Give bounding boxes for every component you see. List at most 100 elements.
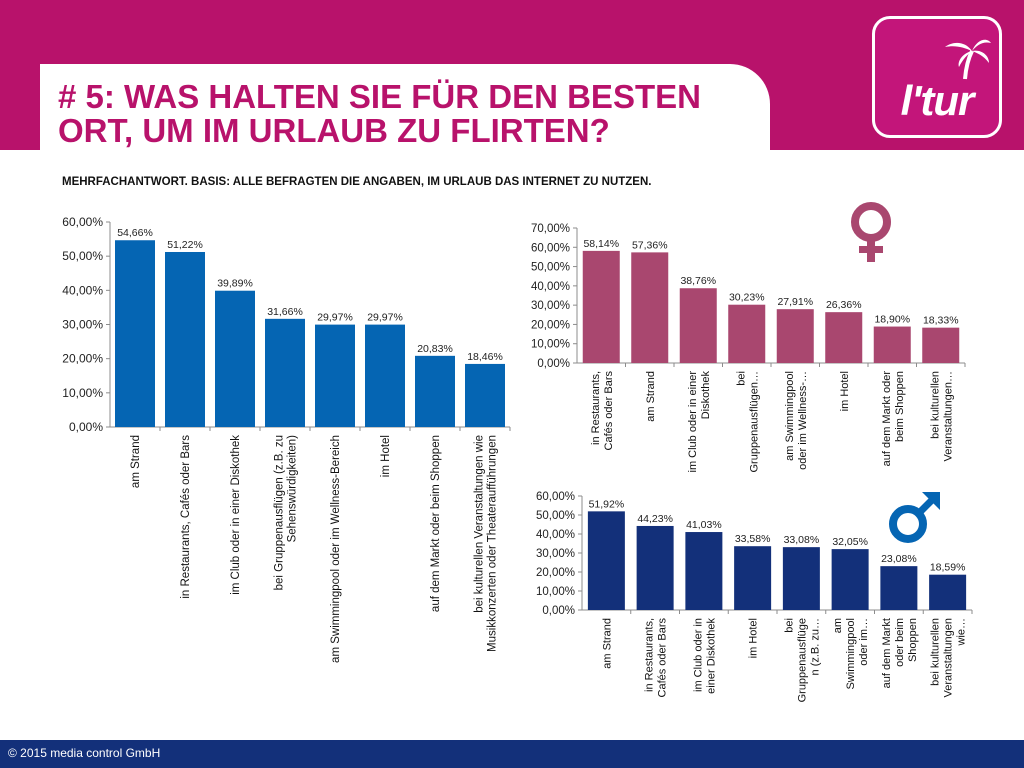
x-tick-label: im Club oder in einer Diskothek: [230, 435, 242, 595]
x-tick-label-group: am Strand: [130, 435, 142, 488]
chart-total: 0,00% 10,00% 20,00% 30,00% 40,00% 50,00% 60,00…: [62, 215, 511, 663]
x-tick-label: Gruppenausflügen…: [748, 371, 760, 473]
x-tick-label: Cafés oder Bars: [603, 371, 615, 451]
x-tick-label: bei kulturellen: [929, 371, 941, 439]
page-title: # 5: WAS HALTEN SIE FÜR DEN BESTEN ORT, …: [58, 80, 758, 148]
x-tick-label: am: [832, 618, 844, 633]
bar: [873, 326, 911, 363]
bar: [929, 574, 967, 610]
y-tick-label: 30,00%: [62, 318, 103, 332]
data-label: 27,91%: [777, 296, 813, 308]
y-tick-label: 30,00%: [531, 300, 570, 312]
x-tick-label-group: im Hotel: [380, 435, 392, 477]
bar: [265, 318, 305, 427]
x-tick-label: bei: [783, 618, 795, 633]
bar: [825, 312, 863, 363]
bar: [728, 304, 766, 363]
x-tick-label-group: auf dem Markt oder beim Shoppen: [881, 371, 906, 467]
x-tick-label-group: am Swimmingpool oder im…: [832, 618, 870, 690]
bar: [587, 511, 625, 610]
y-tick-label: 0,00%: [537, 358, 570, 370]
x-tick-label-group: bei Gruppenausflüge n (z.B. zu…: [783, 618, 821, 702]
x-tick-label-group: bei kulturellen Veranstaltungen…: [929, 371, 954, 462]
bar: [165, 251, 205, 427]
bar: [465, 363, 505, 427]
data-label: 18,59%: [930, 562, 966, 574]
x-tick-label: oder im Wellness-…: [797, 371, 809, 470]
x-tick-label: Sehenswürdigkeiten): [287, 435, 299, 543]
y-tick-label: 20,00%: [531, 319, 570, 331]
palm-tree-icon: [945, 39, 991, 80]
y-tick-label: 60,00%: [531, 242, 570, 254]
y-tick-label: 40,00%: [531, 281, 570, 293]
x-tick-label-group: am Swimmingpool oder im Wellness-Bereich: [330, 435, 342, 663]
x-tick-label: n (z.B. zu…: [809, 618, 821, 675]
bar: [776, 309, 814, 363]
x-tick-label: Diskothek: [700, 371, 712, 420]
data-label: 33,58%: [735, 533, 771, 545]
logo-text: l'tur: [900, 77, 975, 124]
x-tick-label: bei kulturellen: [930, 618, 942, 686]
bar: [215, 290, 255, 427]
data-label: 18,33%: [923, 315, 959, 327]
x-tick-label: oder beim: [894, 618, 906, 667]
x-tick-label-group: in Restaurants, Cafés oder Bars: [180, 435, 192, 599]
y-tick-label: 10,00%: [62, 386, 103, 400]
x-tick-label: am Strand: [601, 618, 613, 669]
y-tick-label: 20,00%: [536, 567, 575, 579]
x-tick-label: Veranstaltungen: [943, 618, 955, 698]
data-label: 44,23%: [637, 513, 673, 525]
data-label: 23,08%: [881, 553, 917, 565]
y-tick-label: 50,00%: [62, 249, 103, 263]
data-label: 20,83%: [417, 343, 453, 355]
y-tick-label: 0,00%: [69, 420, 103, 434]
data-label: 26,36%: [826, 299, 862, 311]
title-line-2: ORT, UM IM URLAUB ZU FLIRTEN?: [58, 112, 610, 149]
x-tick-label: beim Shoppen: [894, 371, 906, 442]
bar: [831, 549, 869, 610]
data-label: 30,23%: [729, 292, 765, 304]
x-tick-label-group: im Hotel: [748, 618, 760, 658]
bar: [679, 288, 717, 363]
x-tick-label-group: am Swimmingpool oder im Wellness-…: [784, 371, 809, 470]
y-tick-label: 50,00%: [531, 262, 570, 274]
y-tick-label: 10,00%: [536, 586, 575, 598]
title-card: [40, 64, 770, 154]
x-tick-label: auf dem Markt: [881, 618, 893, 688]
bar: [315, 324, 355, 427]
y-tick-label: 10,00%: [531, 339, 570, 351]
data-label: 54,66%: [117, 227, 153, 239]
x-tick-label: bei Gruppenausflügen (z.B. zu: [274, 435, 286, 590]
bar: [685, 532, 723, 610]
subtitle: MEHRFACHANTWORT. BASIS: ALLE BEFRAGTEN D…: [62, 176, 652, 188]
x-tick-label: im Club oder in einer: [687, 371, 699, 473]
x-tick-label: auf dem Markt oder: [881, 371, 893, 467]
x-tick-label-group: im Hotel: [839, 371, 851, 411]
x-tick-label-group: auf dem Markt oder beim Shoppen: [881, 618, 919, 688]
data-label: 57,36%: [632, 239, 668, 251]
bar: [782, 547, 820, 610]
x-tick-label: Shoppen: [907, 618, 919, 662]
chart-male: 0,00% 10,00% 20,00% 30,00% 40,00% 50,00% 60,00…: [536, 491, 973, 702]
x-tick-label: im Hotel: [380, 435, 392, 477]
x-tick-label: Cafés oder Bars: [657, 618, 669, 698]
data-label: 51,92%: [589, 498, 625, 510]
data-label: 38,76%: [680, 275, 716, 287]
data-label: 39,89%: [217, 278, 253, 290]
copyright: © 2015 media control GmbH: [8, 746, 161, 760]
female-symbol-icon: [851, 202, 891, 262]
x-tick-label: am Swimmingpool oder im Wellness-Bereich: [330, 435, 342, 663]
x-tick-label: bei: [735, 371, 747, 386]
x-tick-label-group: bei Gruppenausflügen (z.B. zu Sehenswürdi…: [274, 435, 299, 591]
x-tick-label-group: bei kulturellen Veranstaltungen wie Musik…: [474, 435, 499, 652]
x-tick-label: im Hotel: [839, 371, 851, 411]
x-tick-label-group: im Club oder in einer Diskothek: [230, 435, 242, 595]
x-tick-label: in Restaurants,: [644, 618, 656, 692]
y-tick-label: 20,00%: [62, 352, 103, 366]
x-tick-label: auf dem Markt oder beim Shoppen: [430, 435, 442, 612]
x-tick-label-group: am Strand: [645, 371, 657, 422]
y-tick-label: 40,00%: [62, 283, 103, 297]
x-tick-label: oder im…: [858, 618, 870, 666]
ltur-logo: l'tur: [872, 16, 1002, 138]
data-label: 32,05%: [832, 536, 868, 548]
